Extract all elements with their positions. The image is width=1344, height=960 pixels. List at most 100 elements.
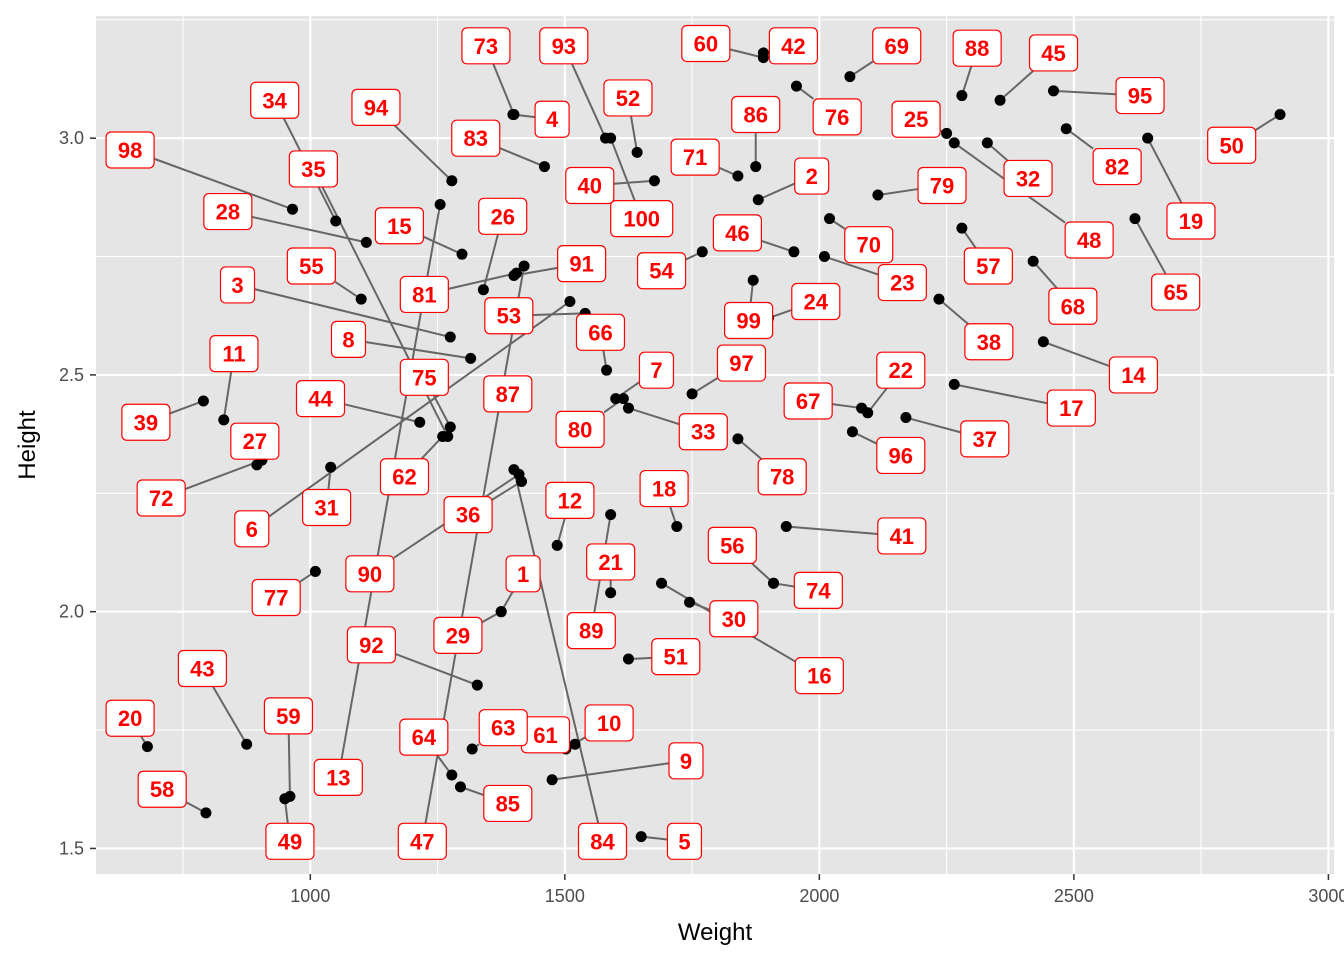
label-box [963, 247, 1013, 285]
label-text: 8 [342, 327, 354, 352]
label-segment-15 [422, 235, 463, 256]
data-point-12 [551, 539, 563, 551]
label-segment-73 [492, 63, 515, 115]
label-text: 37 [973, 427, 997, 452]
label-box [483, 784, 533, 823]
label-text: 2 [806, 164, 818, 189]
label-text: 67 [796, 389, 820, 414]
point-label-22: 22 [876, 351, 926, 389]
label-segment-94 [393, 124, 453, 182]
label-box [379, 458, 430, 496]
label-box [678, 413, 728, 451]
data-point-96 [846, 426, 858, 438]
point-label-75: 75 [399, 358, 449, 396]
point-label-23: 23 [877, 263, 927, 302]
point-label-91: 91 [557, 245, 607, 283]
label-segment-38 [938, 298, 969, 325]
label-box [555, 410, 605, 448]
point-label-92: 92 [346, 626, 396, 664]
label-box [203, 192, 253, 231]
label-text: 5 [678, 829, 690, 854]
label-segment-39 [169, 400, 204, 415]
label-text: 38 [977, 330, 1001, 355]
x-tick-label: 1000 [290, 886, 330, 906]
label-segment-2 [757, 182, 796, 201]
label-segment-40 [613, 179, 655, 185]
label-segment-19 [1146, 137, 1183, 204]
label-text: 100 [623, 207, 660, 232]
point-label-78: 78 [757, 458, 807, 496]
label-text: 14 [1121, 363, 1146, 388]
data-point-97 [686, 388, 698, 400]
label-box [137, 770, 187, 808]
data-point-8 [465, 352, 477, 364]
label-box [812, 98, 862, 136]
label-text: 95 [1128, 84, 1152, 109]
point-label-14: 14 [1108, 356, 1159, 394]
label-box [565, 166, 615, 205]
label-text: 93 [552, 34, 576, 59]
label-text: 60 [694, 31, 718, 56]
label-text: 76 [825, 105, 849, 130]
label-box [351, 88, 401, 126]
x-axis-title: Weight [678, 919, 753, 946]
label-text: 57 [976, 254, 1000, 279]
label-text: 98 [118, 138, 142, 163]
x-tick-label: 1500 [545, 886, 585, 906]
data-point-14 [1037, 336, 1049, 348]
point-label-45: 45 [1028, 34, 1079, 72]
label-segment-44 [344, 403, 420, 424]
data-point-30 [684, 596, 696, 608]
label-text: 73 [474, 34, 498, 59]
data-point-98 [286, 203, 298, 215]
label-box [483, 375, 533, 413]
label-box [794, 157, 830, 195]
data-point-28 [360, 236, 372, 248]
y-tick-label: 2.5 [59, 365, 84, 385]
point-label-97: 97 [716, 344, 767, 382]
label-segment-11 [222, 371, 233, 421]
label-text: 34 [262, 88, 287, 113]
label-text: 44 [308, 387, 333, 412]
label-segment-6 [268, 300, 571, 518]
label-segment-37 [905, 416, 962, 434]
point-label-30: 30 [709, 600, 759, 638]
label-text: 15 [387, 214, 411, 239]
label-segment-83 [499, 147, 545, 168]
label-segment-14 [1042, 340, 1110, 368]
point-label-18: 18 [639, 469, 689, 508]
axis-tick-labels: 1000 1500 2000 2500 3000 1.5 2.0 2.5 3.0 [59, 128, 1344, 906]
label-text: 25 [904, 107, 928, 132]
point-label-44: 44 [295, 379, 346, 418]
point-label-7: 7 [638, 351, 675, 389]
label-box [346, 626, 396, 664]
label-text: 32 [1016, 166, 1040, 191]
label-segment-60 [729, 48, 764, 59]
point-label-59: 59 [263, 697, 314, 735]
label-box [1003, 159, 1053, 198]
label-text: 16 [807, 664, 831, 689]
point-label-65: 65 [1151, 273, 1201, 311]
label-text: 49 [278, 829, 302, 854]
label-text: 42 [781, 34, 805, 59]
point-label-99: 99 [723, 301, 774, 340]
label-box [121, 403, 171, 441]
label-box [707, 526, 757, 564]
label-box [794, 656, 844, 695]
point-label-71: 71 [670, 138, 720, 176]
data-point-48 [948, 137, 960, 149]
label-segment-75 [432, 394, 452, 428]
label-segment-84 [512, 469, 600, 824]
data-point-7 [610, 393, 622, 405]
data-point-85 [454, 781, 466, 793]
data-point-6 [564, 296, 576, 308]
label-segment-98 [153, 157, 293, 211]
data-point-33 [622, 402, 634, 414]
label-box [534, 100, 570, 138]
point-label-26: 26 [478, 197, 528, 235]
label-segment-68 [1032, 260, 1058, 289]
label-text: 46 [725, 221, 749, 246]
label-segment-82 [1065, 127, 1094, 150]
label-text: 7 [650, 358, 662, 383]
label-box [345, 555, 395, 593]
